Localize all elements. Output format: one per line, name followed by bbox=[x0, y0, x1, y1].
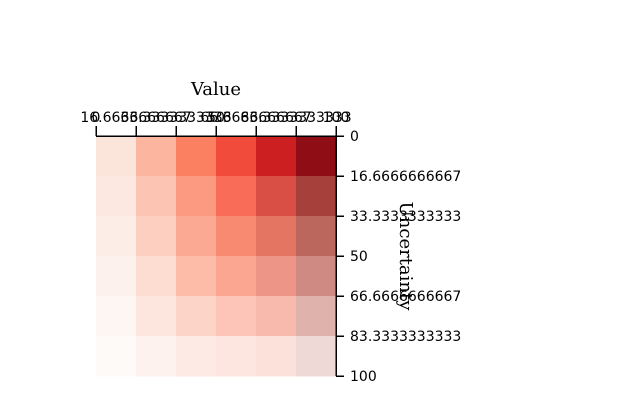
heatmap-cell bbox=[216, 296, 257, 337]
heatmap-cell bbox=[256, 256, 297, 297]
y-tick-label: 83.3333333333 bbox=[350, 329, 461, 345]
heatmap-cell bbox=[296, 336, 337, 377]
x-tick-label: 0 bbox=[92, 110, 101, 126]
y-tick-label: 66.6666666667 bbox=[350, 289, 461, 305]
x-axis-title: Value bbox=[190, 79, 241, 100]
x-tick-label: 50 bbox=[207, 110, 225, 126]
heatmap-cell bbox=[136, 216, 177, 257]
heatmap-cell bbox=[136, 256, 177, 297]
x-tick-label: 33.3333333333 bbox=[120, 110, 231, 126]
heatmap-cell bbox=[176, 256, 217, 297]
y-tick-label: 100 bbox=[350, 369, 377, 385]
y-tick-label: 33.3333333333 bbox=[350, 209, 461, 225]
heatmap-cell bbox=[296, 136, 337, 177]
heatmap-cell bbox=[176, 216, 217, 257]
y-axis-title: Uncertainty bbox=[395, 202, 416, 312]
heatmap-axes: 016.666666666733.33333333335066.66666666… bbox=[80, 110, 461, 385]
heatmap-cell bbox=[96, 216, 137, 257]
heatmap-cell bbox=[216, 136, 257, 177]
heatmap-cell bbox=[96, 296, 137, 337]
heatmap-cell bbox=[216, 336, 257, 377]
heatmap-cell bbox=[96, 136, 137, 177]
heatmap-cell bbox=[296, 296, 337, 337]
heatmap-cell bbox=[256, 216, 297, 257]
heatmap-cell bbox=[176, 176, 217, 217]
heatmap-cell bbox=[296, 256, 337, 297]
heatmap-cell bbox=[296, 216, 337, 257]
heatmap-cell bbox=[216, 256, 257, 297]
heatmap-cell bbox=[176, 136, 217, 177]
x-tick-label: 16.6666666667 bbox=[80, 110, 191, 126]
x-tick-label: 83.3333333333 bbox=[240, 110, 351, 126]
x-tick-label: 66.6666666667 bbox=[200, 110, 311, 126]
heatmap-cell bbox=[96, 256, 137, 297]
x-tick-label: 100 bbox=[323, 110, 350, 126]
heatmap-cell bbox=[256, 336, 297, 377]
y-tick-label: 16.6666666667 bbox=[350, 169, 461, 185]
heatmap-cell bbox=[296, 176, 337, 217]
heatmap-cell bbox=[176, 336, 217, 377]
heatmap-cell bbox=[136, 136, 177, 177]
heatmap-cell bbox=[176, 296, 217, 337]
y-tick-label: 0 bbox=[350, 129, 359, 145]
heatmap-cell bbox=[256, 296, 297, 337]
heatmap-cell bbox=[216, 176, 257, 217]
heatmap-cell bbox=[96, 176, 137, 217]
heatmap-cell bbox=[256, 176, 297, 217]
y-tick-label: 50 bbox=[350, 249, 368, 265]
heatmap-cell bbox=[136, 336, 177, 377]
heatmap-cell bbox=[136, 296, 177, 337]
heatmap-cell bbox=[96, 336, 137, 377]
heatmap-cell bbox=[136, 176, 177, 217]
heatmap-cells bbox=[96, 136, 337, 377]
heatmap-cell bbox=[256, 136, 297, 177]
heatmap-cell bbox=[216, 216, 257, 257]
